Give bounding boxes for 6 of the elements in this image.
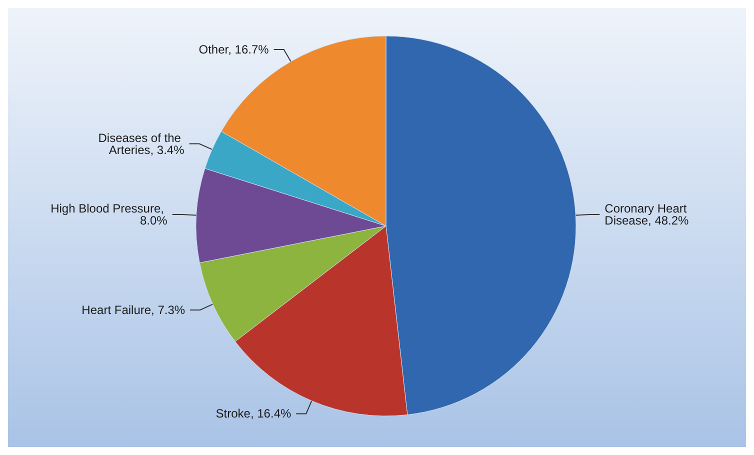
slice-label: Diseases of the Arteries, 3.4%	[98, 130, 185, 157]
slice-label: Stroke, 16.4%	[216, 406, 292, 421]
slice-label: Coronary Heart Disease, 48.2%	[604, 201, 690, 228]
slice-label: Heart Failure, 7.3%	[82, 302, 186, 317]
slice-label: Other, 16.7%	[198, 42, 270, 56]
slice-label: High Blood Pressure, 8.0%	[50, 201, 168, 228]
